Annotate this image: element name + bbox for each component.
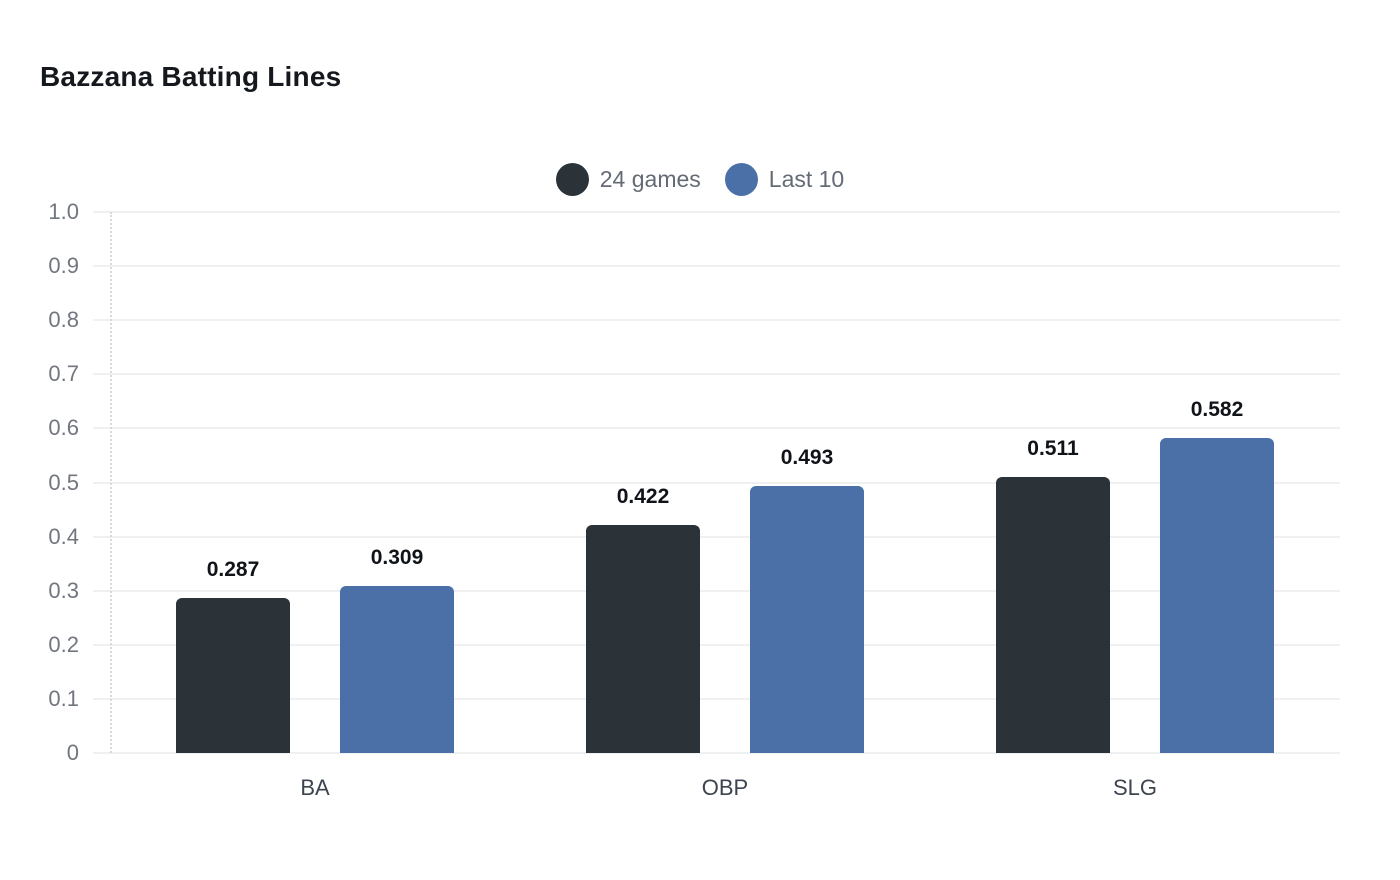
gridline xyxy=(93,265,1340,268)
legend-item-24-games[interactable]: 24 games xyxy=(555,163,701,196)
y-axis-tick-label: 0 xyxy=(66,740,79,765)
legend-swatch-circle-icon xyxy=(555,163,589,196)
bar-last-10-obp[interactable] xyxy=(750,486,864,753)
y-axis-tick-label: 0.8 xyxy=(48,307,79,333)
legend-item-last-10[interactable]: Last 10 xyxy=(724,163,845,196)
bar-24-games-slg[interactable] xyxy=(996,476,1110,753)
bar-value-label-last-10-ba: 0.309 xyxy=(370,545,424,569)
bar-value-label-24-games-slg: 0.511 xyxy=(1027,436,1079,460)
chart-title: Bazzana Batting Lines xyxy=(40,61,342,92)
gridline xyxy=(93,211,1340,213)
y-axis-line xyxy=(110,212,112,753)
gridline xyxy=(93,643,1340,646)
legend: 24 games Last 10 xyxy=(0,163,1400,196)
bar-value-label-last-10-slg: 0.582 xyxy=(1190,398,1244,422)
bar-value-label-last-10-obp: 0.493 xyxy=(780,446,834,470)
bar-24-games-obp[interactable] xyxy=(586,524,700,753)
gridline xyxy=(93,319,1340,322)
bar-24-games-ba[interactable] xyxy=(176,597,290,753)
x-axis-label-obp: OBP xyxy=(701,775,749,800)
gridline xyxy=(93,535,1340,538)
y-axis-tick-label: 0.4 xyxy=(48,523,79,549)
bar-value-label-24-games-obp: 0.422 xyxy=(616,484,670,508)
bar-last-10-slg[interactable] xyxy=(1160,438,1274,753)
y-axis-tick-label: 0.2 xyxy=(48,631,79,657)
x-axis-label-ba: BA xyxy=(300,775,330,800)
gridline xyxy=(93,373,1340,376)
bar-value-label-24-games-ba: 0.287 xyxy=(206,557,260,581)
y-axis-tick-label: 0.3 xyxy=(48,577,79,603)
y-axis-tick-label: 0.7 xyxy=(48,361,79,387)
gridline xyxy=(93,752,1340,754)
y-axis-tick-label: 1.0 xyxy=(48,199,79,224)
bar-last-10-ba[interactable] xyxy=(340,585,454,753)
legend-label: 24 games xyxy=(599,166,701,192)
x-axis-label-slg: SLG xyxy=(1112,775,1158,800)
y-axis-tick-label: 0.5 xyxy=(48,469,79,495)
y-axis-tick-label: 0.6 xyxy=(48,415,79,441)
legend-swatch-circle-icon xyxy=(724,163,758,196)
gridline xyxy=(93,697,1340,700)
y-axis-tick-label: 0.1 xyxy=(48,685,79,711)
gridline xyxy=(93,481,1340,484)
y-axis-tick-label: 0.9 xyxy=(48,253,79,279)
legend-label: Last 10 xyxy=(768,166,845,192)
gridline xyxy=(93,589,1340,592)
gridline xyxy=(93,427,1340,430)
